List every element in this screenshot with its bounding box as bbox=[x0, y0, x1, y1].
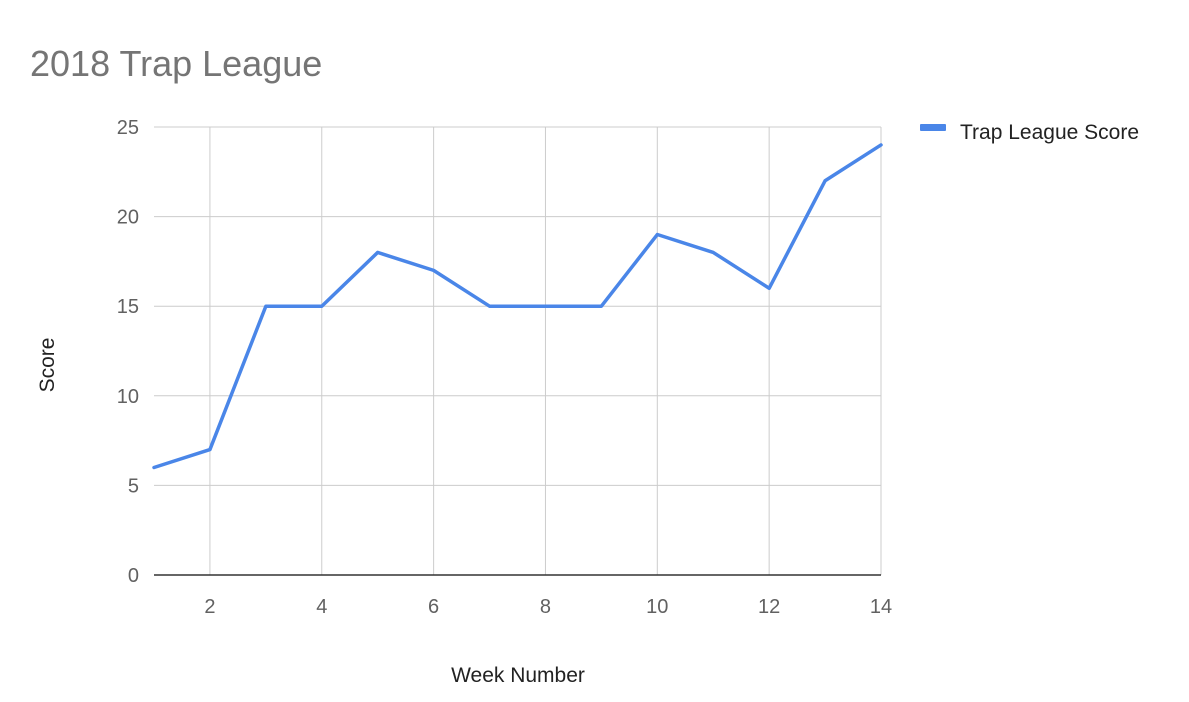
legend-label: Trap League Score bbox=[960, 121, 1139, 144]
y-tick-label: 10 bbox=[117, 386, 139, 408]
x-tick-label: 12 bbox=[758, 596, 780, 618]
y-axis-label: Score bbox=[36, 338, 59, 393]
x-tick-label: 4 bbox=[316, 596, 327, 618]
x-tick-label: 8 bbox=[540, 596, 551, 618]
x-axis-ticks: 2 4 6 8 10 12 14 bbox=[204, 596, 892, 618]
x-tick-label: 6 bbox=[428, 596, 439, 618]
series-line bbox=[152, 143, 883, 470]
legend-swatch bbox=[920, 124, 946, 131]
grid-lines bbox=[154, 126, 882, 575]
x-tick-label: 14 bbox=[870, 596, 892, 618]
y-axis-ticks: 0 5 10 15 20 25 bbox=[117, 117, 139, 587]
y-tick-label: 25 bbox=[117, 117, 139, 139]
legend: Trap League Score bbox=[920, 121, 1139, 144]
y-tick-label: 5 bbox=[128, 475, 139, 497]
y-tick-label: 15 bbox=[117, 296, 139, 318]
y-tick-label: 20 bbox=[117, 207, 139, 229]
x-tick-label: 10 bbox=[646, 596, 668, 618]
y-tick-label: 0 bbox=[128, 565, 139, 587]
x-axis-label: Week Number bbox=[451, 664, 585, 687]
chart-title: 2018 Trap League bbox=[30, 43, 322, 84]
series-lines bbox=[152, 143, 883, 470]
x-tick-label: 2 bbox=[204, 596, 215, 618]
